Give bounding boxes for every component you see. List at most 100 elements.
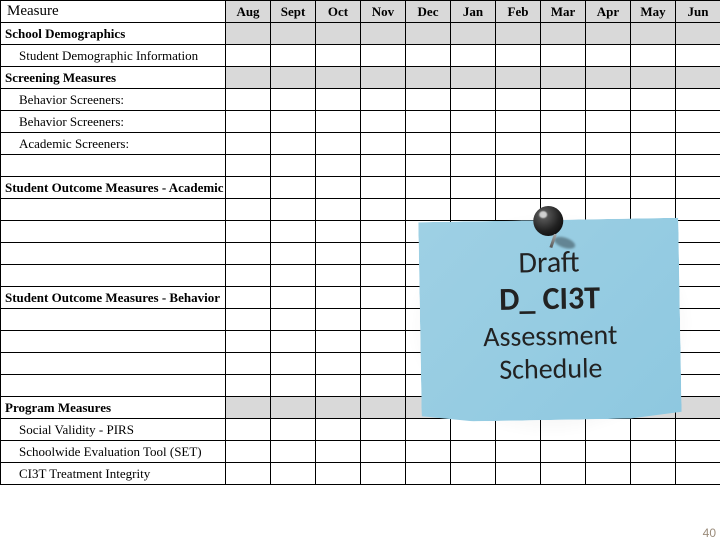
schedule-cell xyxy=(586,155,631,177)
schedule-cell xyxy=(361,177,406,199)
schedule-cell xyxy=(271,199,316,221)
schedule-cell xyxy=(271,441,316,463)
schedule-cell xyxy=(496,89,541,111)
schedule-cell xyxy=(586,67,631,89)
schedule-cell xyxy=(586,463,631,485)
page-number: 40 xyxy=(703,526,716,540)
schedule-cell xyxy=(361,111,406,133)
schedule-cell xyxy=(541,45,586,67)
schedule-cell xyxy=(676,133,720,155)
schedule-cell xyxy=(271,177,316,199)
schedule-cell xyxy=(271,463,316,485)
schedule-cell xyxy=(631,23,676,45)
note-line-2: D_ CI3T xyxy=(429,277,670,320)
schedule-cell xyxy=(496,133,541,155)
schedule-cell xyxy=(226,177,271,199)
month-header: Dec xyxy=(406,1,451,23)
schedule-cell xyxy=(451,89,496,111)
schedule-cell xyxy=(271,265,316,287)
schedule-cell xyxy=(271,287,316,309)
schedule-cell xyxy=(316,397,361,419)
month-header: Mar xyxy=(541,1,586,23)
schedule-cell xyxy=(226,111,271,133)
item-label: CI3T Treatment Integrity xyxy=(1,463,226,485)
blank-cell xyxy=(1,309,226,331)
schedule-cell xyxy=(676,463,720,485)
schedule-cell xyxy=(226,463,271,485)
schedule-cell xyxy=(406,89,451,111)
schedule-cell xyxy=(586,111,631,133)
schedule-cell xyxy=(316,67,361,89)
schedule-cell xyxy=(631,111,676,133)
schedule-cell xyxy=(676,45,720,67)
schedule-cell xyxy=(451,67,496,89)
schedule-cell xyxy=(631,89,676,111)
month-header: Sept xyxy=(271,1,316,23)
schedule-cell xyxy=(316,331,361,353)
schedule-cell xyxy=(676,441,720,463)
schedule-cell xyxy=(451,441,496,463)
schedule-cell xyxy=(631,133,676,155)
schedule-cell xyxy=(541,133,586,155)
schedule-cell xyxy=(451,155,496,177)
schedule-cell xyxy=(496,111,541,133)
schedule-cell xyxy=(361,89,406,111)
schedule-cell xyxy=(226,309,271,331)
schedule-cell xyxy=(226,221,271,243)
schedule-cell xyxy=(271,375,316,397)
table-row: Schoolwide Evaluation Tool (SET) xyxy=(1,441,720,463)
schedule-cell xyxy=(541,463,586,485)
schedule-cell xyxy=(226,375,271,397)
section-label: Program Measures xyxy=(1,397,226,419)
schedule-cell xyxy=(586,89,631,111)
schedule-cell xyxy=(226,89,271,111)
schedule-cell xyxy=(451,177,496,199)
schedule-cell xyxy=(316,111,361,133)
schedule-cell xyxy=(361,45,406,67)
schedule-cell xyxy=(541,177,586,199)
table-row: Behavior Screeners: xyxy=(1,111,720,133)
schedule-cell xyxy=(496,441,541,463)
schedule-cell xyxy=(361,133,406,155)
table-row: Behavior Screeners: xyxy=(1,89,720,111)
section-label: School Demographics xyxy=(1,23,226,45)
schedule-cell xyxy=(496,67,541,89)
schedule-cell xyxy=(316,177,361,199)
schedule-cell xyxy=(406,23,451,45)
schedule-cell xyxy=(271,353,316,375)
schedule-cell xyxy=(271,23,316,45)
schedule-cell xyxy=(361,199,406,221)
blank-cell xyxy=(1,155,226,177)
schedule-cell xyxy=(271,221,316,243)
blank-cell xyxy=(1,199,226,221)
schedule-cell xyxy=(271,397,316,419)
schedule-cell xyxy=(406,177,451,199)
schedule-cell xyxy=(361,353,406,375)
schedule-cell xyxy=(271,309,316,331)
schedule-cell xyxy=(316,199,361,221)
schedule-cell xyxy=(316,45,361,67)
schedule-cell xyxy=(316,23,361,45)
schedule-cell xyxy=(451,463,496,485)
item-label: Behavior Screeners: xyxy=(1,111,226,133)
schedule-cell xyxy=(271,419,316,441)
schedule-cell xyxy=(631,155,676,177)
month-header: Jun xyxy=(676,1,720,23)
schedule-cell xyxy=(406,463,451,485)
schedule-cell xyxy=(361,67,406,89)
schedule-cell xyxy=(226,199,271,221)
schedule-cell xyxy=(316,133,361,155)
schedule-cell xyxy=(631,463,676,485)
schedule-cell xyxy=(361,309,406,331)
month-header: Apr xyxy=(586,1,631,23)
schedule-cell xyxy=(316,441,361,463)
table-row: CI3T Treatment Integrity xyxy=(1,463,720,485)
schedule-cell xyxy=(361,331,406,353)
blank-cell xyxy=(1,243,226,265)
schedule-cell xyxy=(541,89,586,111)
schedule-cell xyxy=(361,463,406,485)
table-row: Screening Measures xyxy=(1,67,720,89)
schedule-cell xyxy=(226,155,271,177)
schedule-cell xyxy=(316,419,361,441)
month-header: Feb xyxy=(496,1,541,23)
